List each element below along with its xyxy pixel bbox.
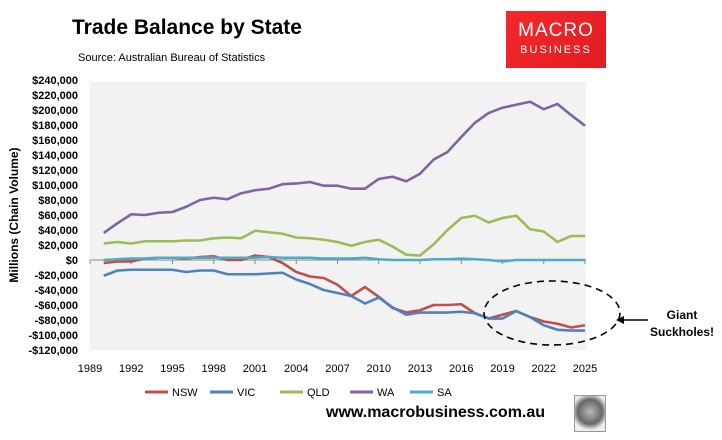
y-axis-title: Millions (Chain Volume) <box>7 147 21 282</box>
y-tick-label: $80,000 <box>38 195 78 207</box>
annotation-line2: Suckholes! <box>649 325 715 339</box>
y-tick-label: -$100,000 <box>28 330 78 342</box>
y-tick-label: $100,000 <box>32 180 78 192</box>
annotation-ellipse <box>483 280 621 346</box>
y-tick-label: -$80,000 <box>35 315 78 327</box>
y-tick-label: $140,000 <box>32 150 78 162</box>
chart-title: Trade Balance by State <box>72 16 302 39</box>
y-tick-label: $160,000 <box>32 135 78 147</box>
y-tick-label: -$40,000 <box>35 285 78 297</box>
wolf-logo-icon <box>574 395 606 432</box>
plot-area <box>90 82 586 350</box>
y-tick-label: $60,000 <box>38 210 78 222</box>
series-line-sa <box>103 255 585 263</box>
y-tick-label: $180,000 <box>32 120 78 132</box>
series-line-qld <box>103 214 585 257</box>
y-tick-label: -$60,000 <box>35 300 78 312</box>
legend-label-wa: WA <box>377 387 395 399</box>
source-note: Source: Australian Bureau of Statistics <box>78 52 266 64</box>
legend-label-qld: QLD <box>307 387 330 399</box>
legend-label-vic: VIC <box>237 387 255 399</box>
y-tick-label: $200,000 <box>32 105 78 117</box>
website-url[interactable]: www.macrobusiness.com.au <box>326 404 546 421</box>
x-tick-label: 1992 <box>119 363 143 375</box>
x-tick-label: 2013 <box>408 363 432 375</box>
x-tick-label: 2016 <box>449 363 473 375</box>
y-tick-label: $40,000 <box>38 225 78 237</box>
x-tick-label: 1998 <box>202 363 226 375</box>
x-tick-label: 2004 <box>284 363 308 375</box>
x-tick-label: 2025 <box>573 363 597 375</box>
x-tick-label: 1989 <box>78 363 102 375</box>
logo-line1: MACRO <box>518 20 594 41</box>
macrobusiness-logo[interactable]: MACRO BUSINESS <box>506 11 606 68</box>
legend-label-nsw: NSW <box>172 387 198 399</box>
y-tick-label: -$20,000 <box>35 270 78 282</box>
arrow-head-icon <box>616 316 624 324</box>
y-tick-label: $240,000 <box>32 75 78 87</box>
legend-label-sa: SA <box>437 387 452 399</box>
logo-line2: BUSINESS <box>520 44 592 56</box>
annotation-text: Giant Suckholes! <box>642 307 722 341</box>
series-line-wa <box>102 100 586 235</box>
series-line-vic <box>103 268 585 332</box>
y-tick-label: $20,000 <box>38 240 78 252</box>
x-tick-label: 2010 <box>367 363 391 375</box>
x-tick-label: 2019 <box>490 363 514 375</box>
x-tick-label: 2001 <box>243 363 267 375</box>
x-tick-label: 1995 <box>160 363 184 375</box>
x-tick-label: 2007 <box>325 363 349 375</box>
annotation-line1: Giant <box>666 308 698 322</box>
y-tick-label: $120,000 <box>32 165 78 177</box>
x-tick-label: 2022 <box>532 363 556 375</box>
y-tick-label: $0 <box>66 255 78 267</box>
y-tick-label: -$120,000 <box>28 345 78 357</box>
y-tick-label: $220,000 <box>32 90 78 102</box>
